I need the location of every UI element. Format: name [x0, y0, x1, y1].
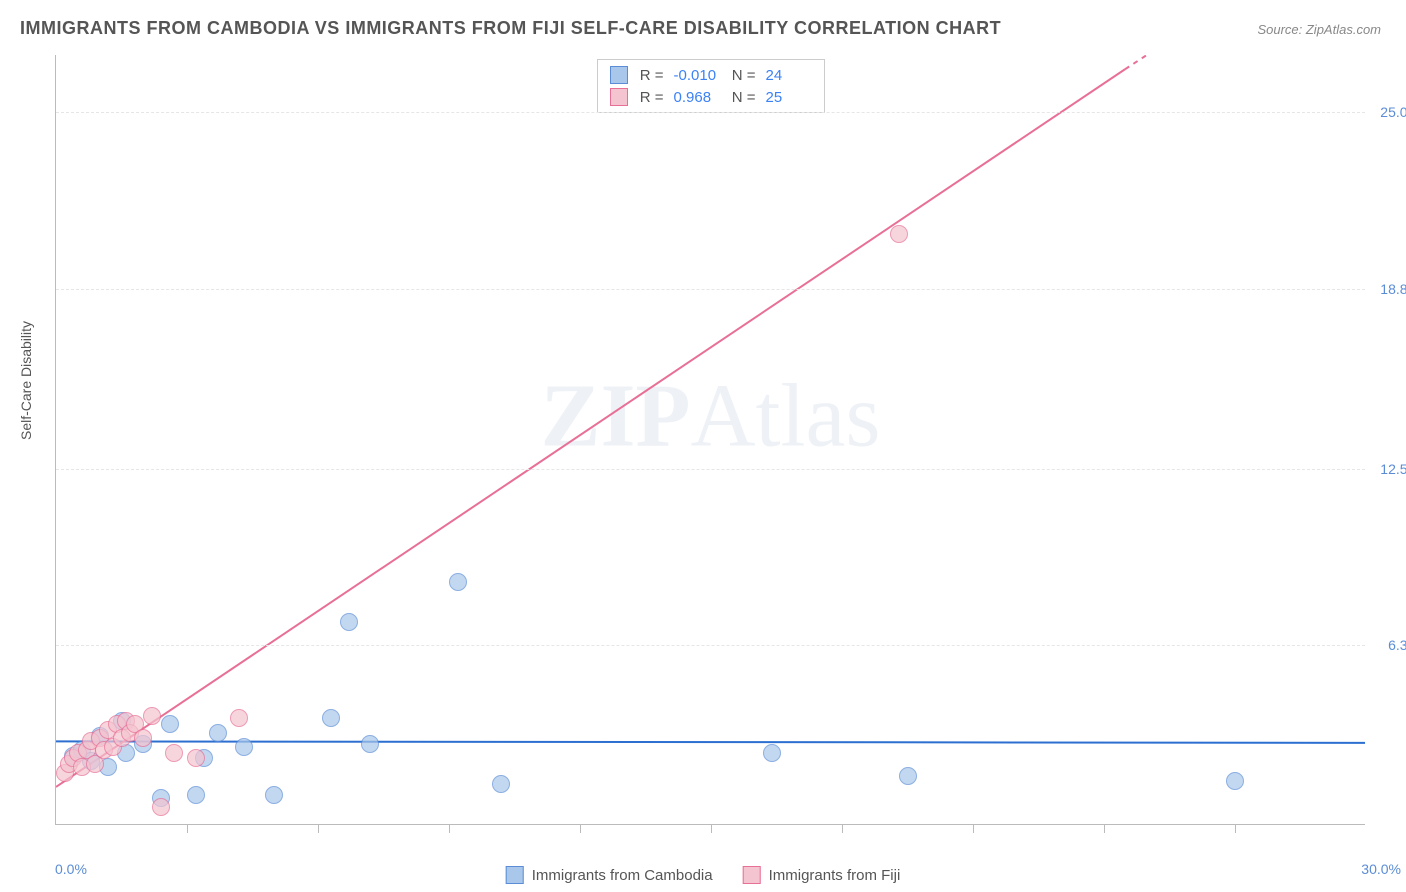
x-tick — [973, 825, 974, 833]
data-point-fiji — [143, 707, 161, 725]
x-tick — [1104, 825, 1105, 833]
trend-lines — [56, 55, 1365, 824]
data-point-fiji — [152, 798, 170, 816]
data-point-cambodia — [161, 715, 179, 733]
data-point-cambodia — [763, 744, 781, 762]
r-label: R = — [634, 67, 664, 84]
r-value: 0.968 — [670, 89, 720, 106]
gridline — [56, 645, 1365, 646]
data-point-cambodia — [1226, 772, 1244, 790]
legend-swatch — [610, 88, 628, 106]
y-tick-label: 6.3% — [1388, 637, 1406, 653]
x-tick — [711, 825, 712, 833]
data-point-fiji — [230, 709, 248, 727]
plot-area: ZIPAtlas R =-0.010N =24R =0.968N =25 6.3… — [55, 55, 1365, 825]
data-point-fiji — [165, 744, 183, 762]
r-label: R = — [634, 89, 664, 106]
data-point-cambodia — [492, 775, 510, 793]
data-point-cambodia — [265, 786, 283, 804]
legend-label: Immigrants from Cambodia — [532, 867, 713, 884]
gridline — [56, 112, 1365, 113]
legend-item-fiji: Immigrants from Fiji — [743, 866, 901, 884]
n-label: N = — [726, 89, 756, 106]
x-tick — [580, 825, 581, 833]
watermark: ZIPAtlas — [540, 365, 880, 468]
data-point-cambodia — [899, 767, 917, 785]
x-tick — [187, 825, 188, 833]
x-tick — [449, 825, 450, 833]
source-label: Source: ZipAtlas.com — [1257, 22, 1381, 37]
x-tick — [842, 825, 843, 833]
data-point-fiji — [134, 729, 152, 747]
data-point-cambodia — [449, 573, 467, 591]
legend-item-cambodia: Immigrants from Cambodia — [506, 866, 713, 884]
x-tick — [1235, 825, 1236, 833]
x-max-label: 30.0% — [1361, 861, 1401, 877]
r-value: -0.010 — [670, 67, 720, 84]
legend-swatch — [610, 66, 628, 84]
chart-title: IMMIGRANTS FROM CAMBODIA VS IMMIGRANTS F… — [20, 18, 1001, 39]
x-min-label: 0.0% — [55, 861, 87, 877]
data-point-cambodia — [235, 738, 253, 756]
x-tick — [318, 825, 319, 833]
bottom-legend: Immigrants from Cambodia Immigrants from … — [506, 866, 901, 884]
n-value: 25 — [762, 89, 812, 106]
n-label: N = — [726, 67, 756, 84]
data-point-fiji — [187, 749, 205, 767]
y-tick-label: 12.5% — [1380, 461, 1406, 477]
data-point-cambodia — [322, 709, 340, 727]
stats-box: R = -0.010 N = 24 R = 0.968 N = 25 — [597, 59, 825, 113]
gridline — [56, 289, 1365, 290]
data-point-fiji — [890, 225, 908, 243]
gridline — [56, 469, 1365, 470]
data-point-cambodia — [340, 613, 358, 631]
data-point-cambodia — [187, 786, 205, 804]
data-point-cambodia — [209, 724, 227, 742]
y-tick-label: 18.8% — [1380, 281, 1406, 297]
stats-row-fiji: R = 0.968 N = 25 — [610, 86, 812, 108]
n-value: 24 — [762, 67, 812, 84]
y-axis-label: Self-Care Disability — [18, 321, 34, 440]
stats-row-cambodia: R = -0.010 N = 24 — [610, 64, 812, 86]
data-point-cambodia — [361, 735, 379, 753]
legend-swatch — [743, 866, 761, 884]
legend-label: Immigrants from Fiji — [769, 867, 901, 884]
y-tick-label: 25.0% — [1380, 104, 1406, 120]
legend-swatch — [506, 866, 524, 884]
